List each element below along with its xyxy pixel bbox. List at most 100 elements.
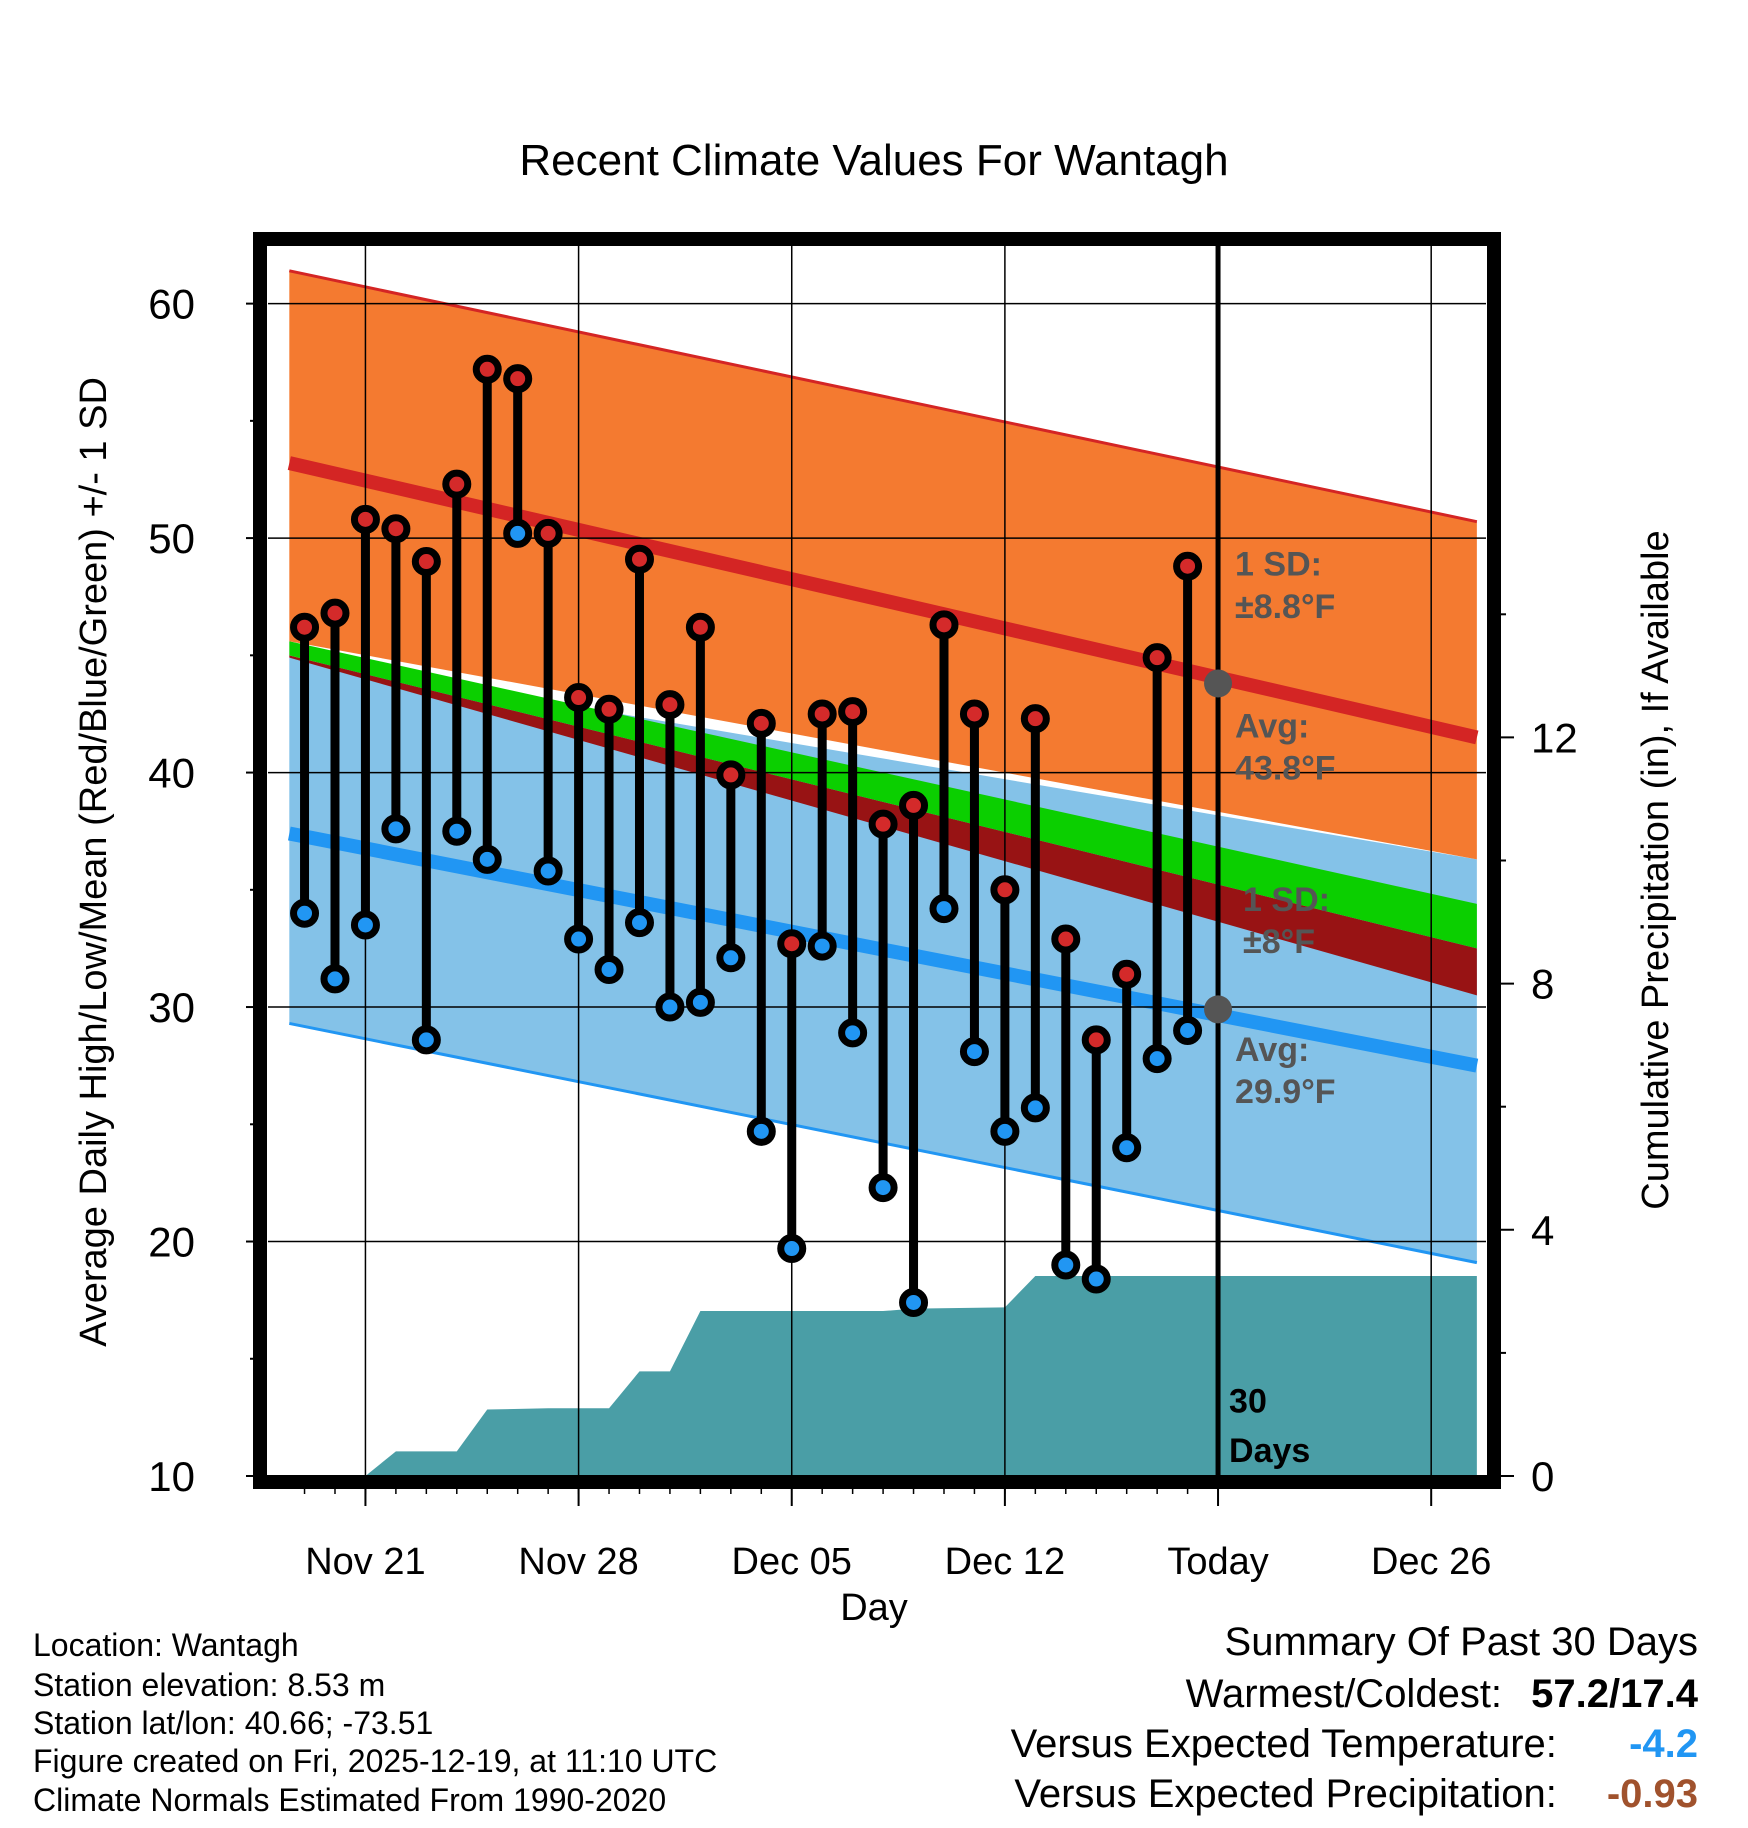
today-low-avg-marker bbox=[1204, 995, 1233, 1024]
temp-anomaly-label: Versus Expected Temperature: bbox=[1010, 1722, 1557, 1766]
daily-high-dot bbox=[1081, 1025, 1111, 1055]
x-axis-label: Day bbox=[840, 1587, 908, 1629]
daily-high-dot bbox=[868, 809, 898, 839]
daily-high-dot bbox=[929, 610, 959, 640]
high-avg-value: 43.8°F bbox=[1235, 750, 1336, 788]
high-sd-value: ±8.8°F bbox=[1235, 588, 1335, 626]
daily-high-dot bbox=[594, 694, 624, 724]
low-avg-value: 29.9°F bbox=[1235, 1073, 1336, 1111]
daily-high-dot bbox=[381, 514, 411, 544]
daily-low-dot bbox=[472, 844, 502, 874]
x-tick-label: Today bbox=[1167, 1541, 1268, 1583]
chart-title: Recent Climate Values For Wantagh bbox=[519, 136, 1228, 185]
location-text: Location: Wantagh bbox=[33, 1627, 299, 1663]
daily-low-dot bbox=[899, 1287, 929, 1317]
daily-low-dot bbox=[777, 1234, 807, 1264]
daily-low-dot bbox=[1173, 1015, 1203, 1045]
daily-high-dot bbox=[716, 760, 746, 790]
daily-low-dot bbox=[350, 910, 380, 940]
low-avg-label: Avg: bbox=[1235, 1031, 1309, 1069]
daily-low-dot bbox=[990, 1116, 1020, 1146]
high-sd-label: 1 SD: bbox=[1235, 546, 1322, 584]
daily-high-dot bbox=[290, 612, 320, 642]
daily-high-dot bbox=[1020, 704, 1050, 734]
daily-high-dot bbox=[899, 790, 929, 820]
daily-low-dot bbox=[624, 908, 654, 938]
daily-low-dot bbox=[320, 964, 350, 994]
warm-cold-value: 57.2/17.4 bbox=[1531, 1672, 1698, 1716]
x-tick-label: Nov 28 bbox=[518, 1541, 638, 1583]
elevation-text: Station elevation: 8.53 m bbox=[33, 1667, 386, 1703]
daily-high-dot bbox=[472, 354, 502, 384]
plot-area bbox=[268, 245, 1486, 1476]
mean-band bbox=[289, 641, 1477, 949]
daily-low-dot bbox=[1020, 1093, 1050, 1123]
y2-tick-label: 8 bbox=[1531, 961, 1554, 1008]
high-sd-band bbox=[289, 270, 1477, 860]
daily-high-dot bbox=[959, 699, 989, 729]
daily-high-dot bbox=[746, 708, 776, 738]
warm-cold-label: Warmest/Coldest: bbox=[1185, 1672, 1503, 1716]
daily-high-dot bbox=[411, 547, 441, 577]
daily-low-dot bbox=[1112, 1133, 1142, 1163]
daily-low-dot bbox=[1142, 1044, 1172, 1074]
daily-low-dot bbox=[959, 1037, 989, 1067]
x-tick-label: Dec 05 bbox=[732, 1541, 852, 1583]
daily-high-dot bbox=[320, 598, 350, 628]
daily-low-dot bbox=[685, 987, 715, 1017]
daily-low-dot bbox=[1081, 1264, 1111, 1294]
x-tick-label: Dec 26 bbox=[1371, 1541, 1491, 1583]
days-count-unit: Days bbox=[1229, 1432, 1310, 1470]
latlon-text: Station lat/lon: 40.66; -73.51 bbox=[33, 1705, 434, 1741]
daily-low-dot bbox=[929, 894, 959, 924]
y-tick-label: 10 bbox=[148, 1453, 195, 1500]
low-sd-value: ±8°F bbox=[1243, 923, 1315, 961]
daily-low-dot bbox=[716, 943, 746, 973]
daily-low-dot bbox=[442, 816, 472, 846]
y-tick-label: 20 bbox=[148, 1219, 195, 1266]
daily-high-dot bbox=[838, 697, 868, 727]
y-axis-label: Average Daily High/Low/Mean (Red/Blue/Gr… bbox=[73, 377, 115, 1347]
daily-high-dot bbox=[533, 518, 563, 548]
low-sd-label: 1 SD: bbox=[1243, 881, 1330, 919]
daily-low-dot bbox=[807, 931, 837, 961]
temp-anomaly-value: -4.2 bbox=[1629, 1722, 1698, 1766]
daily-low-dot bbox=[655, 992, 685, 1022]
y-tick-label: 60 bbox=[148, 281, 195, 328]
daily-high-dot bbox=[1142, 643, 1172, 673]
summary-warm-cold-row: Warmest/Coldest: 57.2/17.4 bbox=[1186, 1672, 1698, 1717]
daily-low-dot bbox=[594, 955, 624, 985]
daily-low-dot bbox=[503, 518, 533, 548]
precip-anomaly-label: Versus Expected Precipitation: bbox=[1014, 1772, 1557, 1816]
x-tick-label: Nov 21 bbox=[305, 1541, 425, 1583]
cumulative-precip-area bbox=[289, 1275, 1477, 1476]
daily-high-dot bbox=[990, 875, 1020, 905]
daily-high-dot bbox=[1112, 959, 1142, 989]
y-tick-label: 30 bbox=[148, 984, 195, 1031]
daily-high-dot bbox=[1051, 924, 1081, 954]
daily-low-dot bbox=[1051, 1250, 1081, 1280]
created-text: Figure created on Fri, 2025-12-19, at 11… bbox=[33, 1743, 718, 1779]
daily-high-dot bbox=[503, 364, 533, 394]
daily-high-dot bbox=[685, 612, 715, 642]
daily-low-dot bbox=[533, 856, 563, 886]
y2-tick-label: 4 bbox=[1531, 1207, 1554, 1254]
y2-tick-label: 12 bbox=[1531, 714, 1578, 761]
summary-temp-row: Versus Expected Temperature: -4.2 bbox=[1011, 1722, 1698, 1767]
daily-high-dot bbox=[564, 683, 594, 713]
normals-text: Climate Normals Estimated From 1990-2020 bbox=[33, 1782, 667, 1818]
daily-low-dot bbox=[290, 898, 320, 928]
x-tick-label: Dec 12 bbox=[945, 1541, 1065, 1583]
daily-low-dot bbox=[838, 1018, 868, 1048]
y-tick-label: 40 bbox=[148, 750, 195, 797]
y2-axis-label: Cumulative Precipitation (in), If Availa… bbox=[1635, 530, 1677, 1209]
precip-anomaly-value: -0.93 bbox=[1606, 1772, 1698, 1816]
daily-high-dot bbox=[807, 699, 837, 729]
daily-low-dot bbox=[564, 924, 594, 954]
days-count-label: 30 bbox=[1229, 1383, 1267, 1421]
daily-high-dot bbox=[777, 929, 807, 959]
summary-title: Summary Of Past 30 Days bbox=[1224, 1620, 1698, 1664]
today-high-avg-marker bbox=[1204, 669, 1233, 698]
daily-low-dot bbox=[381, 814, 411, 844]
